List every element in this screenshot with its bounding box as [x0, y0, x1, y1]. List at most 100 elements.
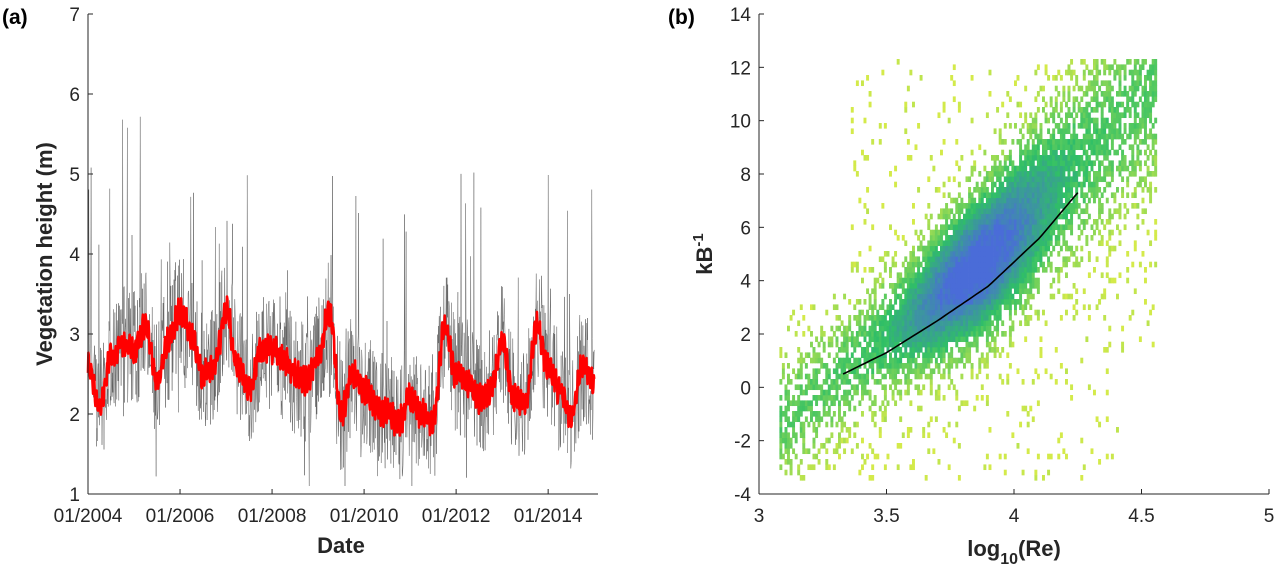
panel-b-heatmap-cell — [804, 373, 808, 380]
panel-b-heatmap-cell — [1065, 256, 1068, 263]
panel-b-heatmap-cell — [1036, 139, 1040, 145]
panel-b-heatmap-cell — [1052, 208, 1056, 215]
panel-b-heatmap-cell — [1121, 192, 1125, 199]
panel-b-heatmap-cell — [1090, 107, 1094, 113]
panel-b-heatmap-cell — [812, 453, 816, 460]
panel-b-heatmap-cell — [965, 309, 969, 316]
panel-b-heatmap-cell — [1044, 208, 1048, 215]
panel-b-heatmap-cell — [1054, 75, 1058, 81]
panel-b-heatmap-cell — [1138, 96, 1142, 103]
panel-b-heatmap-cell — [861, 379, 864, 385]
panel-b-heatmap-cell — [1093, 128, 1096, 135]
panel-b-heatmap-cell — [891, 256, 895, 263]
panel-b-heatmap-cell — [960, 352, 964, 359]
panel-b-heatmap-cell — [1105, 139, 1109, 145]
panel-b-heatmap-cell — [784, 411, 788, 417]
panel-b-heatmap-cell — [940, 309, 943, 316]
panel-b-heatmap-cell — [1036, 245, 1040, 252]
panel-b-heatmap-cell — [991, 181, 994, 188]
panel-b-heatmap-cell — [881, 299, 885, 305]
panel-b-heatmap-cell — [1026, 235, 1030, 241]
panel-b-heatmap-cell — [1016, 443, 1020, 449]
panel-b-heatmap-cell — [1149, 64, 1153, 71]
panel-b-heatmap-cell — [1128, 133, 1132, 140]
panel-b-heatmap-cell — [881, 347, 885, 353]
panel-b-heatmap-cell — [1049, 293, 1053, 300]
panel-b-heatmap-cell — [955, 325, 959, 332]
panel-b-heatmap-cell — [843, 368, 847, 375]
panel-b-heatmap-cell — [1080, 208, 1084, 215]
panel-b-heatmap-cell — [934, 288, 938, 295]
panel-b-heatmap-cell — [1008, 299, 1012, 305]
panel-b-heatmap-cell — [983, 272, 987, 279]
panel-b-heatmap-cell — [1054, 192, 1058, 199]
panel-b-heatmap-cell — [917, 283, 921, 289]
panel-b-heatmap-cell — [957, 283, 961, 289]
panel-b-heatmap-cell — [1042, 251, 1045, 257]
panel-b-heatmap-cell — [1075, 155, 1079, 161]
panel-b-heatmap-cell — [1019, 421, 1023, 428]
panel-b-heatmap-cell — [1113, 112, 1117, 119]
panel-b-heatmap-cell — [1021, 203, 1025, 209]
panel-b-heatmap-cell — [942, 107, 946, 113]
panel-b-heatmap-cell — [1031, 245, 1035, 252]
panel-b-heatmap-cell — [1075, 261, 1079, 268]
panel-b-heatmap-cell — [1016, 75, 1020, 81]
panel-b-heatmap-cell — [924, 475, 928, 481]
panel-b-heatmap-cell — [947, 272, 951, 279]
panel-b-heatmap-cell — [929, 245, 933, 252]
panel-b-heatmap-cell — [950, 267, 954, 273]
panel-b-heatmap-cell — [996, 176, 1000, 183]
panel-b-heatmap-cell — [840, 416, 844, 423]
panel-b-heatmap-cell — [993, 155, 997, 161]
panel-b-heatmap-cell — [993, 240, 997, 247]
panel-b-heatmap-cell — [779, 347, 783, 353]
panel-b-heatmap-cell — [929, 315, 933, 321]
panel-b-heatmap-cell — [1126, 107, 1130, 113]
panel-b-heatmap-cell — [955, 208, 959, 215]
panel-b-heatmap-cell — [1149, 187, 1153, 193]
panel-b-heatmap-cell — [985, 304, 989, 311]
panel-b-heatmap-cell — [929, 341, 933, 348]
panel-b-heatmap-cell — [1011, 229, 1015, 236]
panel-b-heatmap-cell — [1021, 405, 1025, 412]
panel-b-heatmap-cell — [1052, 197, 1056, 204]
panel-b-heatmap-cell — [1108, 80, 1112, 87]
panel-b-heatmap-cell — [929, 320, 933, 327]
panel-b-heatmap-cell — [1036, 288, 1040, 295]
panel-b-heatmap-cell — [957, 229, 961, 236]
panel-b-heatmap-cell — [1110, 144, 1114, 151]
panel-b-heatmap-cell — [1067, 160, 1071, 167]
panel-b-heatmap-cell — [1052, 277, 1056, 284]
panel-b-heatmap-cell — [922, 288, 926, 295]
panel-b-heatmap-cell — [853, 405, 857, 412]
panel-b-heatmap-cell — [797, 320, 801, 327]
panel-b-heatmap-cell — [1149, 112, 1153, 119]
panel-b-heatmap-cell — [998, 133, 1002, 140]
panel-b-heatmap-cell — [912, 352, 915, 359]
panel-b-heatmap-cell — [904, 256, 908, 263]
panel-b-heatmap-cell — [980, 299, 984, 305]
panel-b-heatmap-cell — [904, 309, 908, 316]
panel-b-heatmap-cell — [1067, 187, 1071, 193]
panel-b-heatmap-cell — [810, 411, 813, 417]
panel-b-heatmap-cell — [947, 368, 951, 375]
panel-b-heatmap-cell — [917, 304, 921, 311]
panel-b-heatmap-cell — [993, 171, 997, 177]
panel-b-heatmap-cell — [889, 283, 892, 289]
panel-b-heatmap-cell — [963, 309, 966, 316]
panel-b-heatmap-cell — [1031, 165, 1035, 172]
panel-b-heatmap-cell — [1154, 235, 1158, 241]
panel-b-heatmap-cell — [985, 245, 989, 252]
panel-b-heatmap-cell — [1026, 192, 1030, 199]
panel-b-heatmap-cell — [1080, 59, 1084, 65]
panel-b-heatmap-cell — [1151, 80, 1155, 87]
panel-b-heatmap-cell — [894, 288, 898, 295]
panel-b-heatmap-cell — [1077, 144, 1081, 151]
panel-b-heatmap-cell — [980, 395, 984, 401]
panel-b-heatmap-cell — [848, 379, 852, 385]
panel-b-heatmap-cell — [1049, 149, 1053, 156]
panel-b-heatmap-cell — [985, 363, 989, 369]
panel-b-heatmap-cell — [1008, 224, 1012, 231]
panel-b-heatmap-cell — [998, 229, 1002, 236]
